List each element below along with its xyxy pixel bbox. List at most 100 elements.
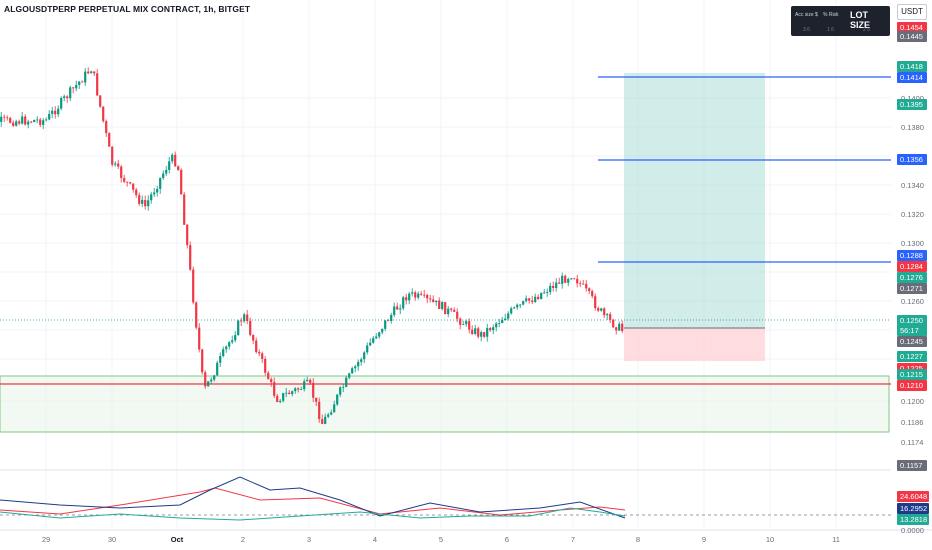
candle-body: [606, 314, 609, 316]
candle-body: [204, 372, 207, 387]
candle-body: [54, 110, 57, 115]
candle-body: [81, 81, 84, 83]
risk-header: % Risk: [823, 12, 839, 18]
candle-body: [432, 299, 435, 303]
candle-body: [591, 291, 594, 297]
candle-body: [177, 166, 180, 170]
candle-body: [120, 166, 123, 178]
candle-body: [546, 292, 549, 293]
price-label-green: 56:17: [897, 325, 927, 336]
candle-body: [360, 359, 363, 363]
candle-body: [549, 285, 552, 293]
price-label-gray: 0.1271: [897, 283, 927, 294]
candle-body: [297, 388, 300, 390]
candle-body: [477, 328, 480, 337]
candle-body: [153, 192, 156, 195]
candle-body: [96, 73, 99, 96]
candle-body: [135, 189, 138, 196]
candle-body: [483, 332, 486, 337]
candle-body: [252, 334, 255, 341]
price-label-green: 0.1276: [897, 272, 927, 283]
price-label-gray: 0.1245: [897, 336, 927, 347]
price-label-blue: 0.1414: [897, 72, 927, 83]
candle-body: [588, 288, 591, 292]
indicator-label-navy: 16.2952: [897, 503, 929, 514]
candle-body: [273, 382, 276, 396]
candle-body: [66, 96, 69, 99]
risk-value: 1 6: [827, 27, 834, 33]
candle-body: [18, 121, 21, 124]
candle-body: [243, 314, 246, 322]
candle-body: [231, 340, 234, 343]
candle-body: [72, 87, 75, 89]
indicator-label-red: 24.6048: [897, 491, 929, 502]
candle-body: [51, 110, 54, 114]
candle-body: [162, 173, 165, 178]
candle-body: [348, 373, 351, 378]
candle-body: [363, 352, 366, 360]
time-tick-label: 7: [570, 535, 576, 544]
candle-body: [603, 308, 606, 316]
candle-body: [351, 368, 354, 374]
candle-body: [552, 285, 555, 289]
price-tick-label: 0.1300: [901, 239, 924, 248]
candle-body: [321, 419, 324, 424]
candle-body: [621, 323, 624, 332]
acc-size-value: 3 6: [803, 27, 810, 33]
candle-body: [210, 379, 213, 382]
candle-body: [543, 292, 546, 294]
candle-body: [393, 306, 396, 315]
candle-body: [609, 314, 612, 320]
candle-body: [249, 320, 252, 335]
candle-body: [165, 169, 168, 174]
candle-body: [534, 296, 537, 303]
candle-body: [396, 306, 399, 310]
candle-body: [339, 387, 342, 395]
candle-body: [531, 300, 534, 303]
candle-body: [435, 300, 438, 303]
candle-body: [183, 194, 186, 225]
candle-body: [414, 292, 417, 298]
candle-body: [255, 340, 258, 352]
time-tick-label: 5: [438, 535, 444, 544]
candle-body: [495, 323, 498, 328]
candle-body: [576, 278, 579, 284]
candle-body: [312, 382, 315, 398]
candle-body: [369, 342, 372, 346]
candle-body: [192, 269, 195, 303]
candle-body: [180, 169, 183, 195]
candle-body: [615, 327, 618, 331]
candle-body: [309, 379, 312, 383]
candle-body: [456, 311, 459, 319]
stop-loss-zone: [624, 328, 765, 361]
candle-body: [438, 300, 441, 309]
time-tick-label: 8: [635, 535, 641, 544]
candle-body: [342, 386, 345, 388]
price-tick-label: 0.1186: [901, 418, 923, 427]
candle-body: [6, 117, 9, 119]
lot-size-calculator[interactable]: Acc size $ % Risk LOT SIZE 3 6 1 6 2 5: [791, 6, 890, 36]
candle-body: [570, 278, 573, 280]
candle-body: [330, 412, 333, 415]
candle-body: [237, 320, 240, 336]
price-tick-label: 0.1400: [901, 94, 924, 103]
candle-body: [171, 154, 174, 162]
candle-body: [270, 379, 273, 383]
candle-body: [144, 199, 147, 207]
indicator-pane: [0, 476, 891, 521]
candle-body: [375, 336, 378, 339]
candle-body: [441, 302, 444, 309]
candle-body: [426, 294, 429, 299]
candle-body: [411, 292, 414, 294]
candle-body: [129, 182, 132, 184]
candle-body: [21, 116, 24, 124]
candle-body: [267, 372, 270, 380]
take-profit-zone: [624, 73, 765, 328]
candle-body: [279, 400, 282, 402]
currency-button[interactable]: USDT: [897, 4, 927, 20]
candle-body: [423, 294, 426, 296]
candle-body: [3, 116, 6, 118]
candle-body: [480, 332, 483, 337]
candle-body: [612, 319, 615, 328]
